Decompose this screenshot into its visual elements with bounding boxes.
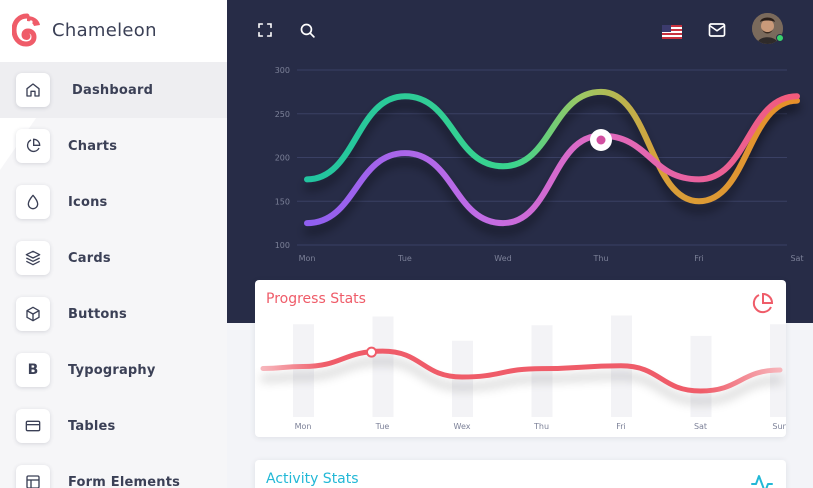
pie-chart-icon[interactable] (750, 292, 774, 316)
x-tick-label: Mon (299, 254, 316, 263)
x-tick-label: Tue (375, 422, 390, 431)
background-bar (372, 316, 394, 417)
sidebar-item-cards[interactable]: Cards (0, 230, 227, 286)
x-tick-label: Thu (592, 254, 608, 263)
search-icon[interactable] (297, 20, 317, 40)
highlight-point[interactable] (366, 346, 377, 358)
y-tick-label: 200 (275, 154, 290, 163)
box-icon (16, 297, 50, 331)
us-flag-icon[interactable] (662, 25, 682, 39)
x-tick-label: Sun (772, 422, 786, 431)
online-status-indicator (776, 34, 784, 42)
highlight-point-center (596, 135, 606, 145)
x-tick-label: Sat (694, 422, 707, 431)
sidebar: Chameleon Dashboard Charts Icons Cards (0, 0, 227, 488)
x-tick-label: Sat (790, 254, 803, 263)
background-bar (293, 324, 314, 417)
y-tick-label: 300 (275, 66, 290, 75)
credit-card-icon (16, 409, 50, 443)
series-line-1 (304, 88, 800, 205)
brand[interactable]: Chameleon (0, 0, 227, 60)
mail-icon[interactable] (707, 20, 727, 40)
sidebar-item-label: Typography (68, 362, 156, 378)
activity-stats-card: Activity Stats (255, 460, 786, 488)
x-tick-label: Fri (694, 254, 704, 263)
sidebar-item-dashboard[interactable]: Dashboard (0, 62, 227, 118)
sidebar-item-label: Charts (68, 138, 118, 154)
progress-stats-card: Mon Tue Wex Thu Fri Sat Sun Progress Stats (255, 280, 786, 437)
activity-icon[interactable] (750, 472, 774, 488)
y-tick-label: 250 (275, 110, 290, 119)
x-tick-label: Tue (397, 254, 412, 263)
chameleon-logo-icon (12, 13, 40, 47)
letter-b-icon: B (16, 353, 50, 387)
home-icon (16, 73, 50, 107)
sidebar-item-charts[interactable]: Charts (0, 118, 227, 174)
x-tick-label: Fri (616, 422, 626, 431)
x-tick-label: Thu (533, 422, 549, 431)
sidebar-item-typography[interactable]: B Typography (0, 342, 227, 398)
layout-icon (16, 465, 50, 488)
progress-stats-chart: Mon Tue Wex Thu Fri Sat Sun (260, 315, 786, 431)
background-bar (690, 335, 712, 417)
sidebar-item-form-elements[interactable]: Form Elements (0, 454, 227, 488)
sidebar-item-label: Buttons (68, 306, 127, 322)
app-name: Chameleon (52, 19, 157, 41)
sidebar-nav: Dashboard Charts Icons Cards Buttons (0, 62, 227, 488)
sidebar-item-label: Form Elements (68, 474, 181, 488)
background-bar (531, 325, 553, 417)
sidebar-item-icons[interactable]: Icons (0, 174, 227, 230)
series-line-2 (304, 93, 800, 227)
sidebar-item-label: Tables (68, 418, 116, 434)
progress-stats-title: Progress Stats (266, 291, 366, 307)
y-tick-label: 150 (275, 197, 290, 206)
progress-line (260, 348, 783, 394)
main-line-chart: 100 150 200 250 300 Mon Tue Wed Thu Fri Sat (275, 66, 804, 263)
layers-icon (16, 241, 50, 275)
droplet-icon (16, 185, 50, 219)
sidebar-item-label: Cards (68, 250, 111, 266)
fullscreen-icon[interactable] (255, 20, 275, 40)
sidebar-item-buttons[interactable]: Buttons (0, 286, 227, 342)
x-tick-label: Mon (295, 422, 312, 431)
x-tick-label: Wed (494, 254, 511, 263)
x-tick-label: Wex (454, 422, 471, 431)
sidebar-item-label: Icons (68, 194, 108, 210)
sidebar-item-label: Dashboard (72, 82, 154, 98)
pie-chart-icon (16, 129, 50, 163)
activity-stats-title: Activity Stats (266, 471, 359, 487)
sidebar-item-tables[interactable]: Tables (0, 398, 227, 454)
y-tick-label: 100 (275, 241, 290, 250)
